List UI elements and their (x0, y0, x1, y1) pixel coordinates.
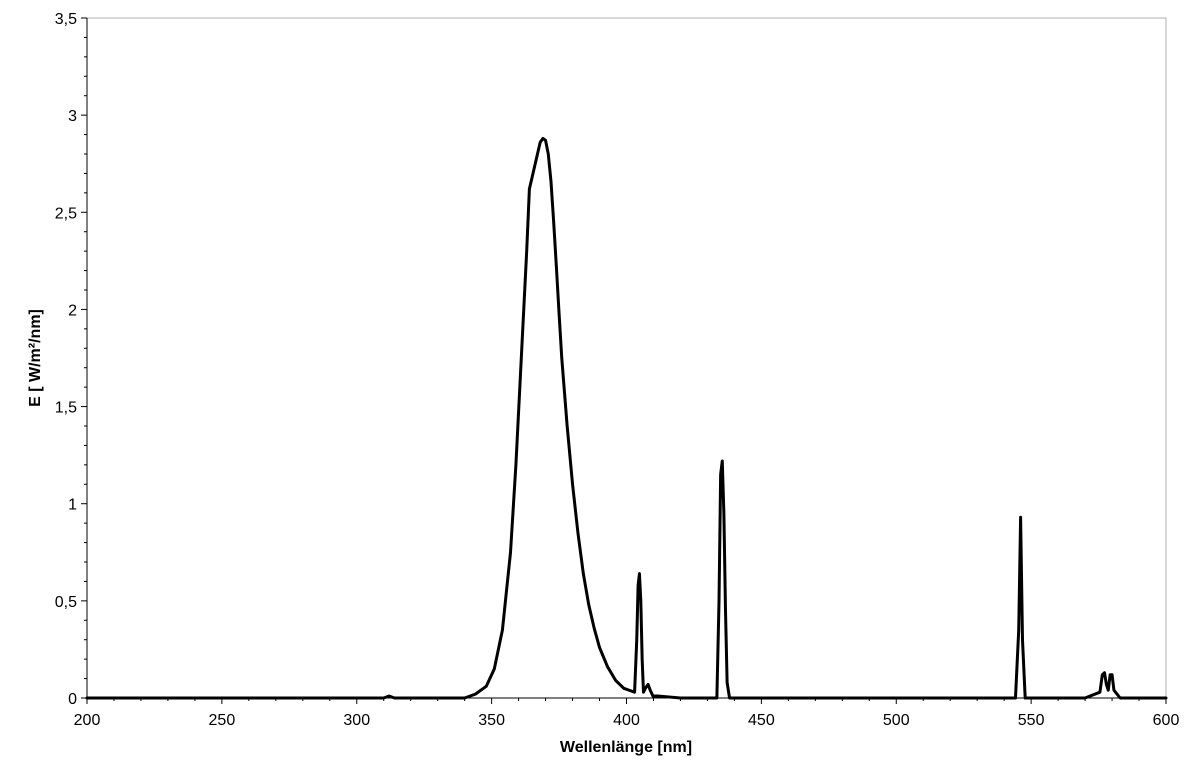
x-tick-label: 600 (1153, 712, 1180, 729)
y-tick-label: 0,5 (55, 594, 77, 611)
y-tick-label: 1,5 (55, 400, 77, 417)
x-tick-label: 400 (613, 712, 640, 729)
y-tick-label: 0 (68, 691, 77, 708)
y-tick-label: 3 (68, 108, 77, 125)
x-tick-label: 550 (1018, 712, 1045, 729)
y-tick-label: 2,5 (55, 205, 77, 222)
y-axis: 0 0,5 1 1,5 2 2,5 3 3,5 (55, 11, 88, 708)
x-tick-label: 250 (209, 712, 236, 729)
y-tick-label: 1 (68, 497, 77, 514)
x-axis: 200 250 300 350 400 450 500 550 600 (74, 697, 1180, 729)
x-tick-label: 450 (748, 712, 775, 729)
x-tick-label: 300 (343, 712, 370, 729)
x-tick-label: 500 (883, 712, 910, 729)
y-axis-title: E [ W/m²/nm] (27, 309, 44, 407)
x-axis-title: Wellenlänge [nm] (560, 739, 692, 756)
spectrum-series-line (85, 136, 1168, 700)
y-tick-label: 2 (68, 302, 77, 319)
y-tick-label: 3,5 (55, 11, 77, 28)
x-tick-label: 200 (74, 712, 101, 729)
plot-area (86, 17, 1167, 699)
x-tick-label: 350 (478, 712, 505, 729)
series-layer (85, 136, 1168, 700)
